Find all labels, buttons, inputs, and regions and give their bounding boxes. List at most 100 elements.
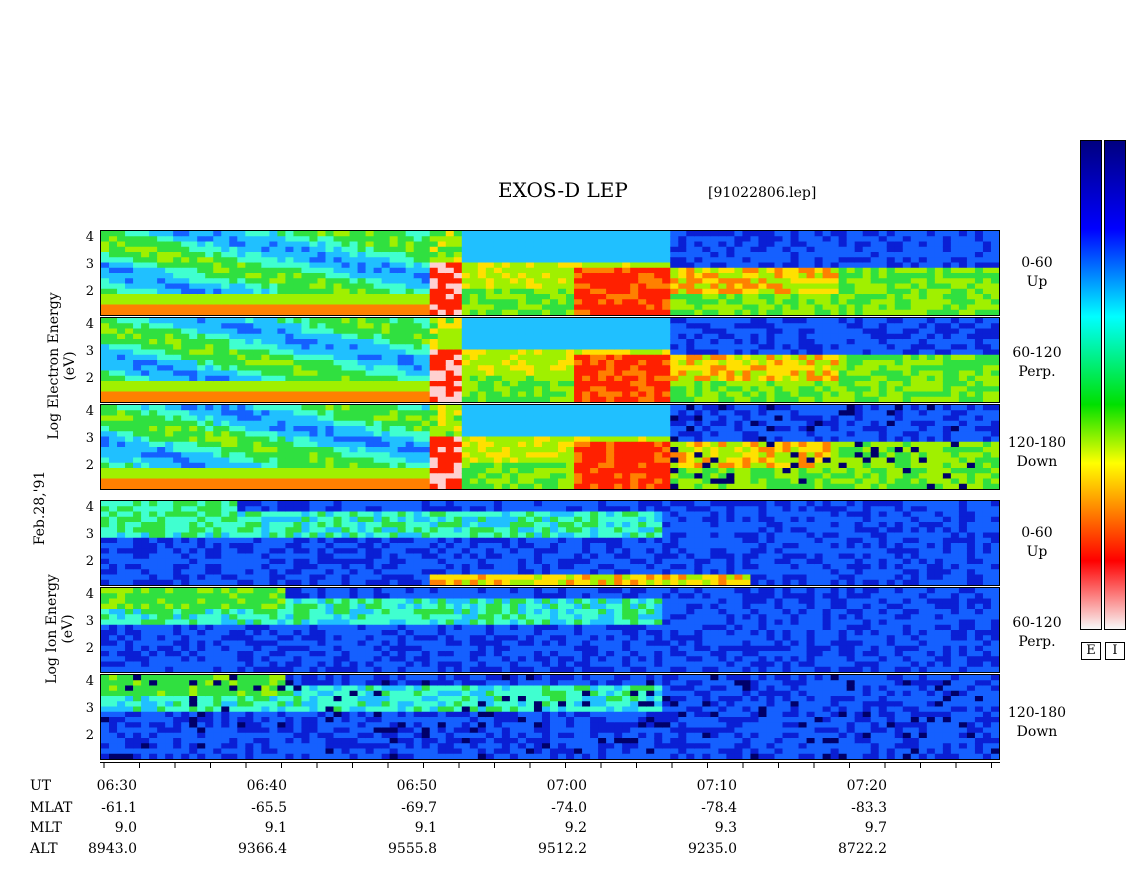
heatmap-cell [574,236,583,243]
heatmap-cell [942,309,952,315]
heatmap-cell [181,396,190,402]
heatmap-cell [485,288,495,295]
heatmap-cell [726,252,736,258]
heatmap-cell [485,236,495,243]
heatmap-cell [622,386,631,393]
heatmap-cell [101,391,110,398]
heatmap-cell [798,236,808,243]
heatmap-cell [598,349,607,356]
heatmap-cell [766,278,776,285]
heatmap-cell [221,420,230,427]
heatmap-cell [742,396,752,402]
heatmap-cell [918,344,928,351]
heatmap-cell [445,396,455,402]
heatmap-cell [429,344,439,351]
heatmap-cell [590,354,599,361]
heatmap-cell [149,386,158,393]
heatmap-cell [566,420,575,427]
heatmap-cell [429,436,439,443]
heatmap-cell [509,328,519,335]
heatmap-cell [646,452,655,459]
heatmap-cell [670,328,679,335]
heatmap-cell [966,333,976,340]
heatmap-cell [846,386,856,393]
heatmap-cell [213,241,222,248]
heatmap-cell [790,462,800,469]
heatmap-cell [525,365,535,372]
heatmap-cell [533,410,543,417]
heatmap-cell [189,468,198,474]
heatmap-cell [485,283,495,290]
heatmap-cell [101,365,110,372]
heatmap-cell [814,262,824,269]
heatmap-cell [790,391,800,398]
heatmap-cell [149,447,158,453]
heatmap-cell [285,328,295,335]
heatmap-cell [253,267,262,274]
heatmap-cell [662,452,671,459]
heatmap-cell [694,457,703,464]
heatmap-cell [293,318,303,324]
heatmap-cell [782,441,792,448]
heatmap-cell [165,436,174,443]
heatmap-cell [782,257,792,264]
heatmap-cell [405,288,415,295]
heatmap-cell [485,349,495,356]
heatmap-cell [389,483,399,489]
heatmap-cell [453,447,463,453]
heatmap-cell [453,410,463,417]
heatmap-cell [237,349,246,356]
heatmap-cell [710,294,719,300]
heatmap-cell [293,415,303,422]
heatmap-cell [614,349,623,356]
heatmap-cell [750,288,760,295]
heatmap-cell [357,252,367,258]
heatmap-cell [341,328,351,335]
heatmap-cell [453,257,463,264]
heatmap-cell [453,299,463,306]
heatmap-cell [686,375,695,382]
heatmap-cell [453,473,463,480]
heatmap-cell [157,299,166,306]
heatmap-cell [982,323,992,330]
heatmap-cell [133,375,142,382]
heatmap-cell [614,468,623,474]
heatmap-cell [582,262,591,269]
heatmap-cell [205,309,214,315]
heatmap-cell [325,375,335,382]
heatmap-cell [477,252,487,258]
heatmap-cell [710,426,719,432]
heatmap-cell [598,441,607,448]
heatmap-cell [606,304,615,311]
heatmap-cell [838,375,848,382]
heatmap-cell [285,360,295,366]
heatmap-cell [509,468,519,474]
heatmap-cell [902,354,912,361]
heatmap-cell [582,396,591,402]
heatmap-cell [181,386,190,393]
heatmap-cell [269,246,278,253]
heatmap-cell [910,396,920,402]
heatmap-cell [934,288,944,295]
heatmap-cell [245,457,254,464]
heatmap-cell [413,294,423,300]
heatmap-cell [317,447,327,453]
heatmap-cell [477,360,487,366]
heatmap-cell [117,431,126,438]
heatmap-cell [141,278,150,285]
heatmap-cell [854,267,864,274]
heatmap-cell [197,415,206,422]
heatmap-cell [285,375,295,382]
heatmap-cell [550,457,559,464]
heatmap-cell [197,370,206,377]
heatmap-cell [309,365,319,372]
heatmap-cell [958,339,968,345]
heatmap-cell [533,473,543,480]
heatmap-cell [189,333,198,340]
heatmap-cell [710,323,719,330]
heatmap-cell [782,452,792,459]
heatmap-cell [758,252,768,258]
heatmap-cell [574,462,583,469]
heatmap-cell [469,365,479,372]
heatmap-cell [149,370,158,377]
